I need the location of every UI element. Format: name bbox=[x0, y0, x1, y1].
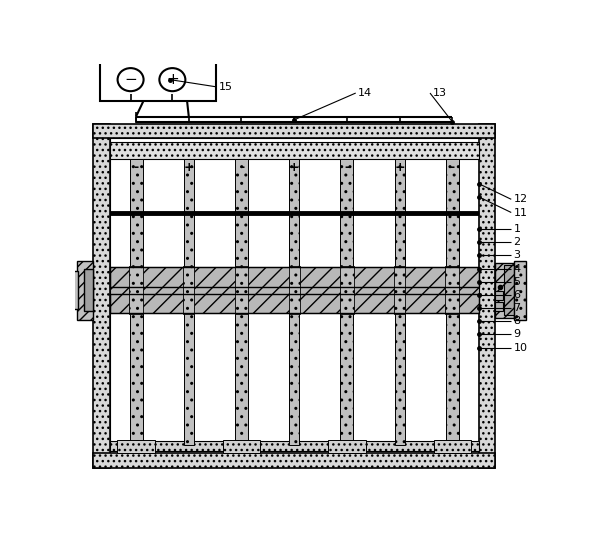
Bar bbox=[289, 266, 300, 314]
Text: 10: 10 bbox=[513, 342, 528, 353]
Bar bbox=[117, 440, 155, 453]
Text: -: - bbox=[344, 161, 349, 174]
Bar bbox=[110, 294, 479, 314]
Bar bbox=[235, 159, 248, 445]
Text: 4: 4 bbox=[513, 264, 521, 273]
Bar bbox=[479, 124, 495, 468]
Bar bbox=[110, 267, 479, 287]
Text: 5: 5 bbox=[513, 277, 521, 287]
Bar bbox=[340, 159, 353, 445]
Bar bbox=[289, 159, 300, 445]
Text: 9: 9 bbox=[513, 330, 521, 339]
Bar bbox=[93, 124, 495, 139]
Bar bbox=[184, 159, 194, 445]
Text: −: − bbox=[124, 72, 137, 87]
Bar bbox=[110, 441, 479, 452]
Bar bbox=[101, 58, 216, 101]
Bar bbox=[446, 266, 459, 314]
Text: -: - bbox=[450, 161, 455, 174]
Text: +: + bbox=[166, 72, 179, 87]
Bar bbox=[68, 271, 78, 309]
Bar bbox=[110, 139, 479, 454]
Text: 1: 1 bbox=[513, 224, 521, 234]
Text: -: - bbox=[134, 161, 138, 174]
Bar bbox=[504, 265, 515, 316]
Bar bbox=[183, 266, 194, 314]
Text: 2: 2 bbox=[513, 237, 521, 247]
Bar bbox=[129, 159, 143, 445]
Bar bbox=[93, 454, 495, 468]
Bar bbox=[515, 261, 526, 319]
Text: 13: 13 bbox=[432, 88, 446, 98]
Bar bbox=[235, 266, 249, 314]
Bar bbox=[93, 124, 110, 468]
Text: 15: 15 bbox=[219, 82, 233, 92]
Text: 8: 8 bbox=[513, 316, 521, 326]
Text: 6: 6 bbox=[513, 290, 521, 300]
Bar bbox=[328, 440, 365, 453]
Text: 7: 7 bbox=[513, 303, 521, 313]
Bar bbox=[77, 261, 93, 319]
Bar bbox=[495, 302, 503, 311]
Bar bbox=[84, 269, 93, 311]
Text: 14: 14 bbox=[358, 88, 372, 98]
Bar bbox=[340, 266, 354, 314]
Bar bbox=[434, 440, 471, 453]
Bar bbox=[495, 291, 503, 300]
Bar bbox=[110, 267, 479, 314]
Bar bbox=[446, 159, 459, 445]
Text: 12: 12 bbox=[513, 194, 528, 204]
Bar bbox=[129, 266, 143, 314]
Text: -: - bbox=[239, 161, 244, 174]
Bar bbox=[495, 263, 513, 318]
Bar bbox=[223, 440, 260, 453]
Bar bbox=[394, 266, 406, 314]
Bar bbox=[110, 142, 479, 159]
Bar bbox=[395, 159, 405, 445]
Text: 3: 3 bbox=[513, 250, 521, 261]
Text: +: + bbox=[289, 161, 300, 174]
Text: +: + bbox=[394, 161, 405, 174]
Text: 11: 11 bbox=[513, 208, 528, 218]
Text: +: + bbox=[183, 161, 194, 174]
